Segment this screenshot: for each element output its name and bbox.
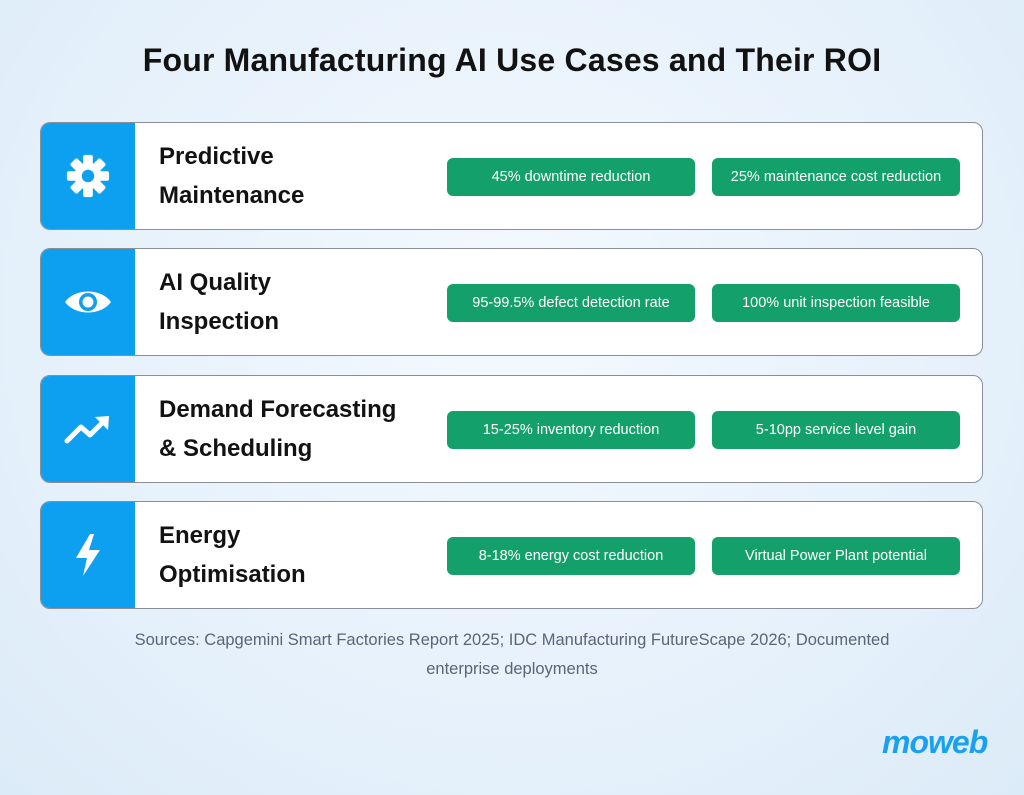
- metric-badge: 8-18% energy cost reduction: [447, 537, 695, 575]
- eye-icon: [65, 291, 111, 313]
- use-case-title-line2: Inspection: [159, 308, 280, 335]
- trend-up-icon: [64, 416, 109, 444]
- use-case-title-line1: AI Quality: [159, 269, 272, 296]
- use-case-title-line1: Demand Forecasting: [159, 396, 397, 423]
- icon-panel: [41, 502, 135, 608]
- icon-panel: [41, 123, 135, 229]
- use-case-title-line2: Maintenance: [159, 182, 305, 209]
- use-case-card-demand-forecasting: Demand Forecasting & Scheduling 15-25% i…: [40, 375, 983, 483]
- use-case-card-ai-quality-inspection: AI Quality Inspection 95-99.5% defect de…: [40, 248, 983, 356]
- page-title: Four Manufacturing AI Use Cases and Thei…: [142, 42, 882, 78]
- metric-badge: Virtual Power Plant potential: [712, 537, 960, 575]
- icon-panel: [41, 376, 135, 482]
- gear-icon: [66, 154, 110, 198]
- use-case-title: Predictive Maintenance: [159, 123, 439, 229]
- use-case-title: Demand Forecasting & Scheduling: [159, 376, 439, 482]
- use-case-title-line2: Optimisation: [159, 561, 306, 588]
- metric-badge: 15-25% inventory reduction: [447, 411, 695, 449]
- lightning-bolt-icon: [76, 534, 100, 576]
- use-case-title-line1: Energy: [159, 522, 241, 549]
- use-case-card-predictive-maintenance: Predictive Maintenance 45% downtime redu…: [40, 122, 983, 230]
- sources-note: Sources: Capgemini Smart Factories Repor…: [60, 626, 964, 684]
- icon-panel: [41, 249, 135, 355]
- metric-badge: 25% maintenance cost reduction: [712, 158, 960, 196]
- use-case-title: Energy Optimisation: [159, 502, 439, 608]
- use-case-title: AI Quality Inspection: [159, 249, 439, 355]
- metric-badge: 5-10pp service level gain: [712, 411, 960, 449]
- use-case-title-line2: & Scheduling: [159, 435, 313, 462]
- metric-badge: 100% unit inspection feasible: [712, 284, 960, 322]
- brand-logo: moweb: [882, 724, 988, 760]
- metric-badge: 95-99.5% defect detection rate: [447, 284, 695, 322]
- use-case-title-line1: Predictive: [159, 143, 274, 170]
- use-case-card-energy-optimisation: Energy Optimisation 8-18% energy cost re…: [40, 501, 983, 609]
- sources-line1: Sources: Capgemini Smart Factories Repor…: [134, 631, 890, 649]
- sources-line2: enterprise deployments: [426, 660, 598, 678]
- metric-badge: 45% downtime reduction: [447, 158, 695, 196]
